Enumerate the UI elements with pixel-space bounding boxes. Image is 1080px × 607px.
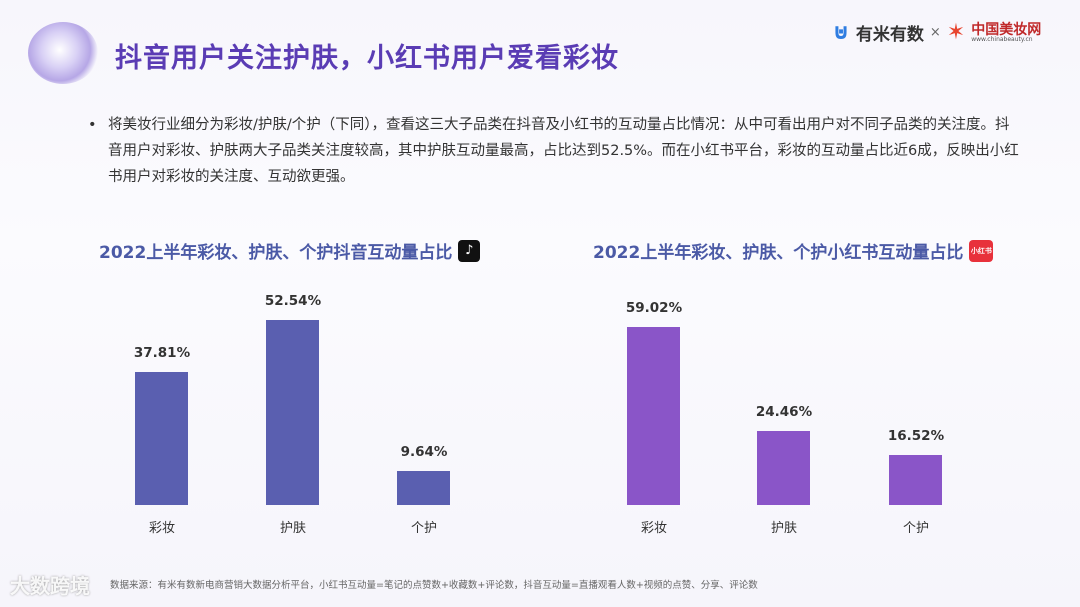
- category-label: 彩妆: [640, 521, 667, 536]
- bar-护肤: [757, 431, 810, 505]
- page-title: 抖音用户关注护肤，小红书用户爱看彩妆: [115, 43, 619, 74]
- data-label: 16.52%: [887, 428, 945, 445]
- chart-title-xhs: 2022上半年彩妆、护肤、个护小红书互动量占比 小红书: [593, 238, 994, 263]
- brand-logos: ⊍ 有米有数 × ✶ 中国美妆网 www.chinabeauty.cn: [832, 20, 1041, 45]
- bar-个护: [397, 471, 450, 505]
- category-label: 护肤: [770, 521, 797, 536]
- summary-text: 将美妆行业细分为彩妆/护肤/个护（下同），查看这三大子品类在抖音及小红书的互动量…: [88, 112, 1023, 190]
- data-label: 37.81%: [133, 344, 191, 361]
- category-label: 彩妆: [148, 521, 175, 536]
- chinabeauty-url: www.chinabeauty.cn: [971, 35, 1033, 43]
- category-label: 个护: [902, 521, 929, 536]
- xiaohongshu-icon: 小红书: [969, 239, 994, 262]
- bar-个护: [889, 455, 942, 505]
- watermark: 大数跨境: [10, 574, 90, 598]
- category-label: 个护: [410, 521, 437, 536]
- tiktok-icon: ♪: [458, 239, 481, 262]
- chart-title-text: 2022上半年彩妆、护肤、个护小红书互动量占比: [593, 243, 964, 263]
- data-label: 9.64%: [400, 444, 448, 461]
- chart-title-text: 2022上半年彩妆、护肤、个护抖音互动量占比: [99, 243, 453, 263]
- youmi-brand: 有米有数: [855, 25, 924, 45]
- brand-separator: ×: [929, 25, 941, 40]
- douyin-chart: 37.81% 彩妆 52.54% 护肤 9.64% 个护: [0, 280, 540, 540]
- footer-source: 数据来源：有米有数新电商营销大数据分析平台，小红书互动量=笔记的点赞数+收藏数+…: [110, 580, 758, 591]
- chart-title-douyin: 2022上半年彩妆、护肤、个护抖音互动量占比 ♪: [99, 238, 481, 263]
- bar-彩妆: [627, 327, 680, 505]
- category-label: 护肤: [279, 521, 306, 536]
- bar-护肤: [266, 320, 319, 505]
- data-label: 24.46%: [755, 404, 813, 421]
- xhs-chart: 59.02% 彩妆 24.46% 护肤 16.52% 个护: [0, 280, 1080, 540]
- youmi-logo-icon: ⊍: [832, 20, 850, 45]
- data-label: 52.54%: [264, 293, 322, 309]
- decorative-orb-logo: [28, 22, 98, 84]
- data-label: 59.02%: [625, 300, 683, 316]
- chinabeauty-brand: 中国美妆网: [971, 21, 1042, 38]
- bar-彩妆: [135, 371, 188, 505]
- chinabeauty-logo-icon: ✶: [946, 20, 966, 45]
